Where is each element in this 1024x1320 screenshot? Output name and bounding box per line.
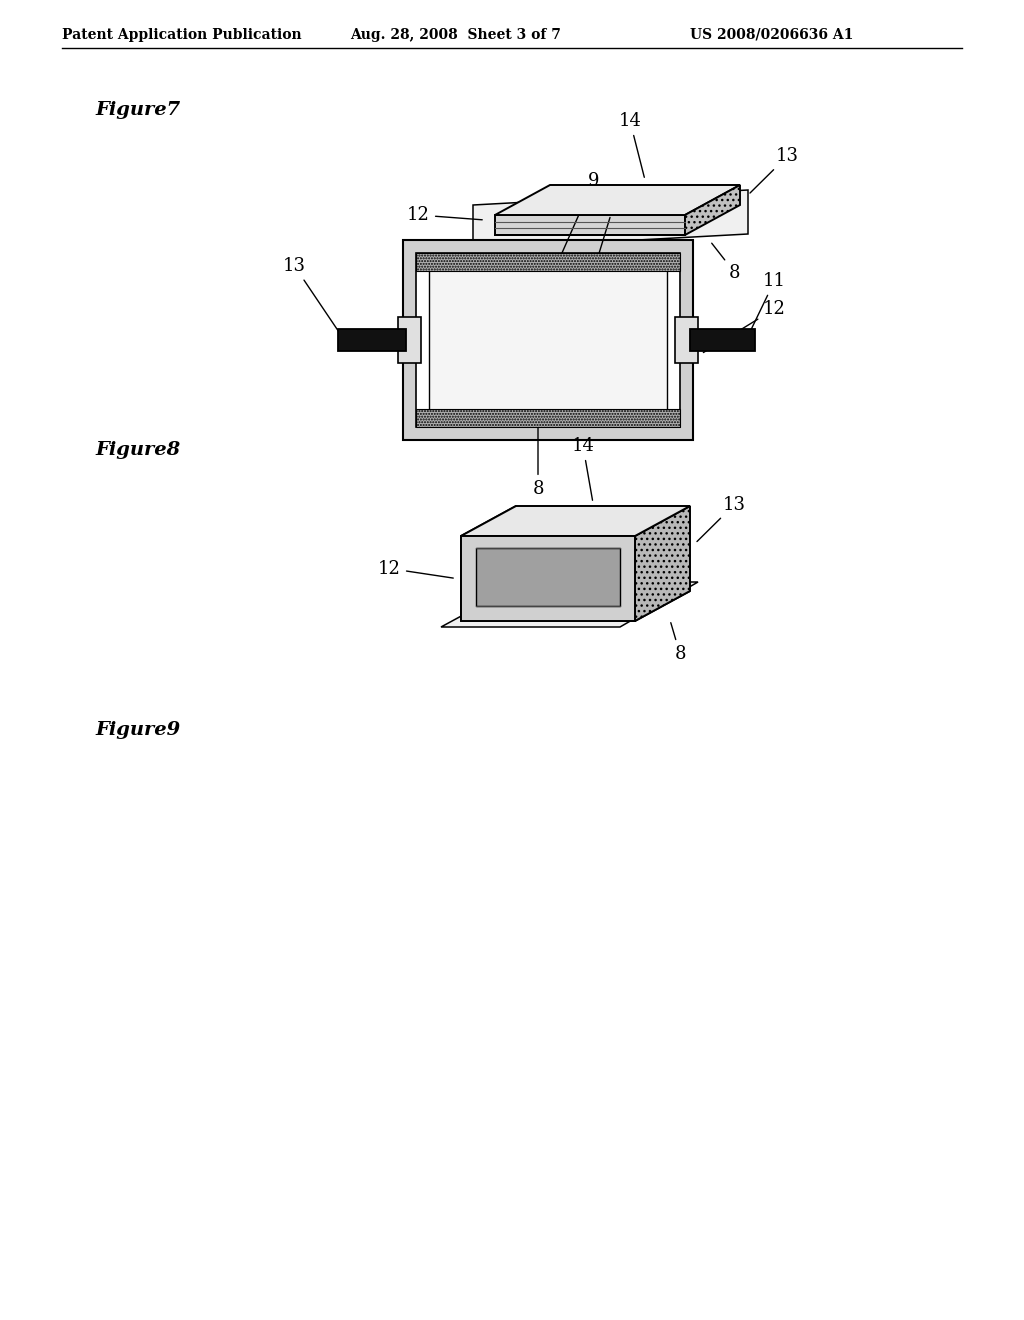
Bar — [403, 319, 418, 360]
Text: Patent Application Publication: Patent Application Publication — [62, 28, 302, 42]
Bar — [338, 329, 406, 351]
Bar — [403, 240, 693, 440]
Bar — [429, 267, 667, 414]
Polygon shape — [461, 506, 516, 620]
Text: 9: 9 — [559, 172, 599, 260]
Polygon shape — [495, 215, 685, 235]
Polygon shape — [685, 185, 740, 235]
Polygon shape — [461, 536, 635, 620]
Text: 14: 14 — [618, 112, 644, 177]
Text: 14: 14 — [594, 194, 626, 271]
Text: 12: 12 — [378, 560, 454, 578]
Text: 13: 13 — [283, 257, 341, 335]
Text: 12: 12 — [408, 206, 482, 224]
Text: 13: 13 — [750, 147, 799, 193]
Text: 11: 11 — [750, 272, 786, 334]
Text: 8: 8 — [532, 421, 544, 498]
Polygon shape — [495, 185, 740, 215]
Text: 8: 8 — [712, 243, 740, 282]
Text: Figure8: Figure8 — [95, 441, 180, 459]
Text: US 2008/0206636 A1: US 2008/0206636 A1 — [690, 28, 853, 42]
Bar — [690, 329, 755, 351]
Bar — [416, 409, 680, 426]
Polygon shape — [441, 582, 698, 627]
Polygon shape — [461, 591, 690, 620]
Text: 13: 13 — [697, 495, 746, 541]
Text: Aug. 28, 2008  Sheet 3 of 7: Aug. 28, 2008 Sheet 3 of 7 — [350, 28, 561, 42]
Bar — [675, 317, 698, 363]
Polygon shape — [476, 548, 620, 606]
Polygon shape — [473, 190, 748, 249]
Bar — [416, 253, 680, 271]
Polygon shape — [461, 506, 690, 536]
Text: Figure9: Figure9 — [95, 721, 180, 739]
Bar — [398, 317, 421, 363]
Text: 14: 14 — [571, 437, 595, 500]
Bar — [416, 253, 680, 426]
Text: 12: 12 — [703, 300, 785, 352]
Polygon shape — [635, 506, 690, 620]
Text: 8: 8 — [671, 623, 686, 663]
Bar — [678, 319, 693, 360]
Text: Figure7: Figure7 — [95, 102, 180, 119]
